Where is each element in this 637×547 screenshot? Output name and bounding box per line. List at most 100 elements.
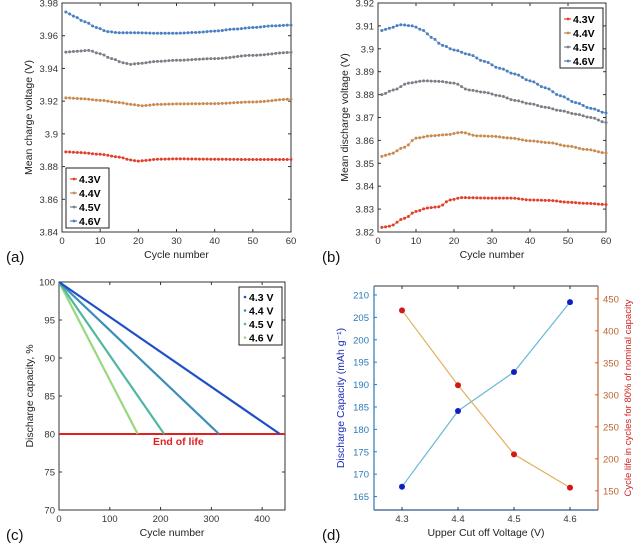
data-point <box>585 115 589 119</box>
data-point <box>437 79 441 83</box>
data-point <box>102 29 106 33</box>
legend-label: 4.3V <box>573 14 595 26</box>
data-point <box>490 63 494 67</box>
data-point <box>444 133 448 137</box>
data-point <box>266 52 270 56</box>
data-point <box>98 98 102 102</box>
panel-a: 0 10 20 30 40 50 60 3.84 3.86 3.88 3.9 3.92 3.94 3.96… <box>6 0 296 266</box>
data-point <box>593 116 597 120</box>
y-tick-label: 3.89 <box>356 67 375 78</box>
legend-label: 4.3 V <box>249 292 274 304</box>
y-right-tick-label: 450 <box>603 294 619 305</box>
legend-marker <box>566 45 570 49</box>
data-point <box>498 94 502 98</box>
x-tick-label: 60 <box>601 236 612 247</box>
data-point <box>71 49 75 53</box>
data-point <box>581 114 585 118</box>
data-point <box>278 51 282 55</box>
legend-marker <box>243 322 247 326</box>
data-point <box>387 26 391 30</box>
data-point <box>163 157 167 161</box>
data-point <box>471 133 475 137</box>
data-point <box>113 155 117 159</box>
data-point <box>577 113 581 117</box>
data-point <box>251 158 255 162</box>
data-point <box>64 50 68 54</box>
data-point <box>517 73 521 77</box>
series-line-4.4V <box>58 281 220 435</box>
data-point <box>91 49 95 53</box>
x-tick-label: 30 <box>487 236 498 247</box>
data-point <box>532 102 536 106</box>
data-point <box>422 207 426 211</box>
data-point <box>270 24 274 28</box>
data-point <box>171 31 175 35</box>
data-point <box>148 103 152 107</box>
data-point <box>448 198 452 202</box>
data-point <box>410 138 414 142</box>
data-point <box>399 218 403 222</box>
series-line-4.6V <box>58 281 139 435</box>
data-point <box>167 31 171 35</box>
data-point <box>543 198 547 202</box>
data-point <box>117 155 121 159</box>
data-point <box>452 197 456 201</box>
data-point <box>425 134 429 138</box>
data-point <box>406 81 410 85</box>
data-point <box>144 104 148 108</box>
data-point <box>471 54 475 58</box>
data-point <box>539 140 543 144</box>
data-point <box>418 208 422 212</box>
panel-label: (d) <box>322 527 340 544</box>
data-point <box>163 31 167 35</box>
legend-label: 4.4V <box>79 188 101 200</box>
data-point <box>121 156 125 160</box>
data-point <box>414 25 418 29</box>
data-point <box>262 158 266 162</box>
data-point <box>596 202 600 206</box>
data-point <box>251 26 255 30</box>
data-point <box>528 139 532 143</box>
data-point <box>289 158 293 162</box>
data-point <box>410 24 414 28</box>
data-point <box>604 111 608 115</box>
data-point <box>509 136 513 140</box>
plot-area <box>374 286 598 510</box>
end-of-life-label: End of life <box>153 436 204 448</box>
data-point <box>403 145 407 149</box>
data-point <box>486 91 490 95</box>
data-point <box>460 196 464 200</box>
data-point <box>528 79 532 83</box>
data-point <box>75 16 79 20</box>
data-point <box>551 199 555 203</box>
data-point <box>243 158 247 162</box>
data-point <box>102 99 106 103</box>
data-point <box>152 60 156 64</box>
data-point <box>262 24 266 28</box>
data-point <box>197 57 201 61</box>
data-point <box>262 53 266 57</box>
data-point <box>159 157 163 161</box>
data-point <box>216 157 220 161</box>
data-point <box>197 102 201 106</box>
y-right-tick-label: 400 <box>603 326 619 337</box>
legend-label: 4.6V <box>79 216 101 228</box>
data-point <box>391 88 395 92</box>
x-tick-label: 200 <box>153 514 169 525</box>
data-point <box>106 153 110 157</box>
data-point <box>136 159 140 163</box>
data-point <box>102 53 106 57</box>
series-line-4.5V <box>58 281 166 435</box>
data-point <box>551 90 555 94</box>
data-point <box>444 45 448 49</box>
data-point <box>91 152 95 156</box>
data-point <box>121 101 125 105</box>
data-point <box>558 143 562 147</box>
data-point <box>220 157 224 161</box>
data-point <box>577 102 581 106</box>
data-point <box>562 95 566 99</box>
data-point <box>129 158 133 162</box>
data-point <box>87 48 91 52</box>
data-point <box>79 18 83 22</box>
legend-marker <box>566 31 570 35</box>
